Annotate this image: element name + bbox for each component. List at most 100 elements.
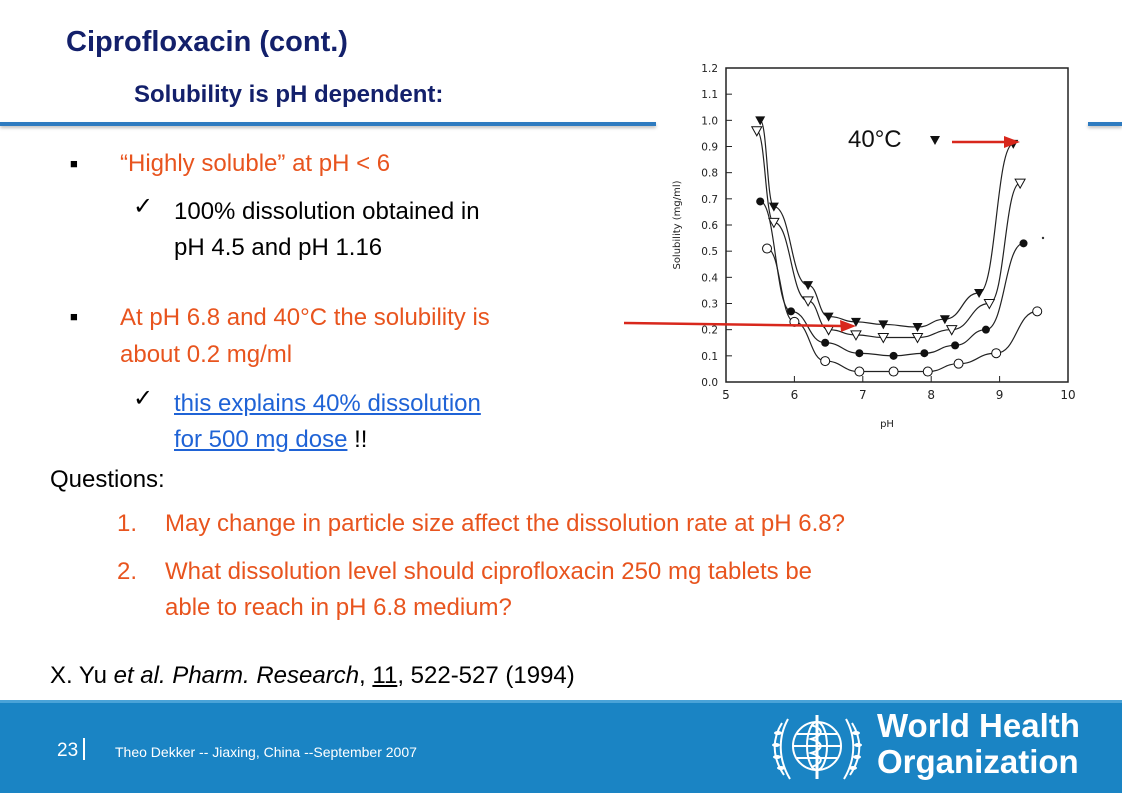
data-point [983,299,996,310]
question-2-line-1: What dissolution level should ciprofloxa… [165,558,813,585]
title-rule-left [0,122,656,126]
questions-heading: Questions: [50,466,165,493]
x-tick-label: 9 [996,388,1004,402]
data-point [878,320,889,330]
square-bullet-icon: ■ [70,309,78,324]
data-point [945,325,958,336]
data-point [762,243,773,254]
data-point [750,126,763,137]
x-tick-label: 6 [791,388,799,402]
reference-sep: , [359,662,373,689]
data-point [1014,178,1026,190]
data-point [889,351,898,360]
data-point [922,366,933,377]
data-point [912,323,923,333]
footer-author: Theo Dekker -- Jiaxing, China --Septembe… [115,744,417,760]
data-point [1032,306,1043,317]
data-point [768,202,779,212]
data-point [850,317,861,327]
square-bullet-icon: ■ [70,156,78,171]
explanation-link-line-2[interactable]: for 500 mg dose [174,426,348,453]
data-point [953,358,964,369]
data-point [974,289,985,299]
reference-journal: et al. Pharm. Research [113,662,360,689]
annotation-arrowhead [1004,136,1020,148]
checkmark-icon: ✓ [133,385,154,412]
x-tick-label: 10 [1060,388,1075,402]
x-tick-label: 7 [859,388,867,402]
bullet-1-sub-line-2: pH 4.5 and pH 1.16 [174,234,383,261]
y-tick-label: 0.8 [701,168,718,180]
y-tick-label: 0.5 [701,246,718,258]
question-1-number: 1. [117,510,138,537]
temperature-annotation: 40°C [848,126,902,153]
bullet-2-line-2: about 0.2 mg/ml [120,341,293,368]
who-emblem-icon [772,715,862,780]
speck [1041,236,1045,240]
y-tick-label: 0.2 [701,325,718,337]
who-wordmark-line-1: World Health [877,707,1080,744]
explanation-line-2: for 500 mg dose !! [174,422,367,458]
solubility-chart: 0.0 0.1 0.2 0.3 0.4 0.5 0.6 0.7 0.8 0.9 1.0 1.1 1.2 5… [672,63,1076,430]
data-point [854,366,865,377]
title-rule-right [1088,122,1122,126]
x-tick-label: 5 [722,388,730,402]
bullet-2-line-1: At pH 6.8 and 40°C the solubility is [120,304,490,331]
question-2-line-2: able to reach in pH 6.8 medium? [165,594,512,621]
who-wordmark: World Health Organization [877,708,1080,780]
reference-author: X. Yu [50,662,114,689]
y-tick-label: 1.2 [701,63,718,75]
data-point [850,330,862,341]
x-tick-label: 8 [927,388,935,402]
page-separator [83,738,85,760]
data-point [821,338,830,347]
data-point [920,349,929,358]
data-point [1019,239,1028,248]
series-curve [756,130,1021,339]
bullet-1-sub-line-1: 100% dissolution obtained in [174,198,480,225]
data-point [803,281,814,291]
bullet-1-text: “Highly soluble” at pH < 6 [120,150,391,177]
who-wordmark-line-2: Organization [877,743,1079,780]
data-point [756,197,765,206]
data-point [855,349,864,358]
reference: X. Yu et al. Pharm. Research, 11, 522-52… [50,658,575,694]
pointer-arrow [623,320,856,332]
x-axis-label: pH [880,419,894,430]
data-point [786,307,795,316]
question-2-number: 2. [117,558,138,585]
data-point [991,348,1002,359]
y-tick-label: 0.0 [701,377,718,389]
reference-pages: , 522-527 (1994) [397,662,575,689]
data-point [823,312,834,322]
footer-bar [0,700,1122,793]
y-tick-label: 1.0 [701,115,718,127]
data-point [802,296,814,307]
data-point [820,356,831,367]
slide-subtitle: Solubility is pH dependent: [134,81,444,108]
page-number: 23 [57,740,79,761]
data-point [877,333,890,344]
data-point [981,325,990,334]
y-tick-label: 0.9 [701,142,718,154]
y-tick-label: 0.6 [701,220,718,232]
y-tick-label: 0.3 [701,299,718,311]
y-tick-label: 0.4 [701,272,718,284]
data-point [888,366,899,377]
y-tick-label: 1.1 [701,89,718,101]
exclamation-suffix: !! [347,426,368,453]
y-tick-label: 0.1 [701,351,718,363]
data-point [951,341,960,350]
y-axis-label: Solubility (mg/ml) [672,180,683,269]
annotation-marker-icon [930,136,940,145]
checkmark-icon: ✓ [133,193,154,220]
data-point [939,315,950,325]
data-point [911,333,924,344]
data-point [755,116,766,126]
explanation-link-line-1[interactable]: this explains 40% dissolution [174,390,481,417]
reference-volume: 11 [372,662,398,689]
question-1-text: May change in particle size affect the d… [165,510,845,537]
data-point [768,217,780,229]
slide-title: Ciprofloxacin (cont.) [66,26,348,58]
y-tick-label: 0.7 [701,194,718,206]
